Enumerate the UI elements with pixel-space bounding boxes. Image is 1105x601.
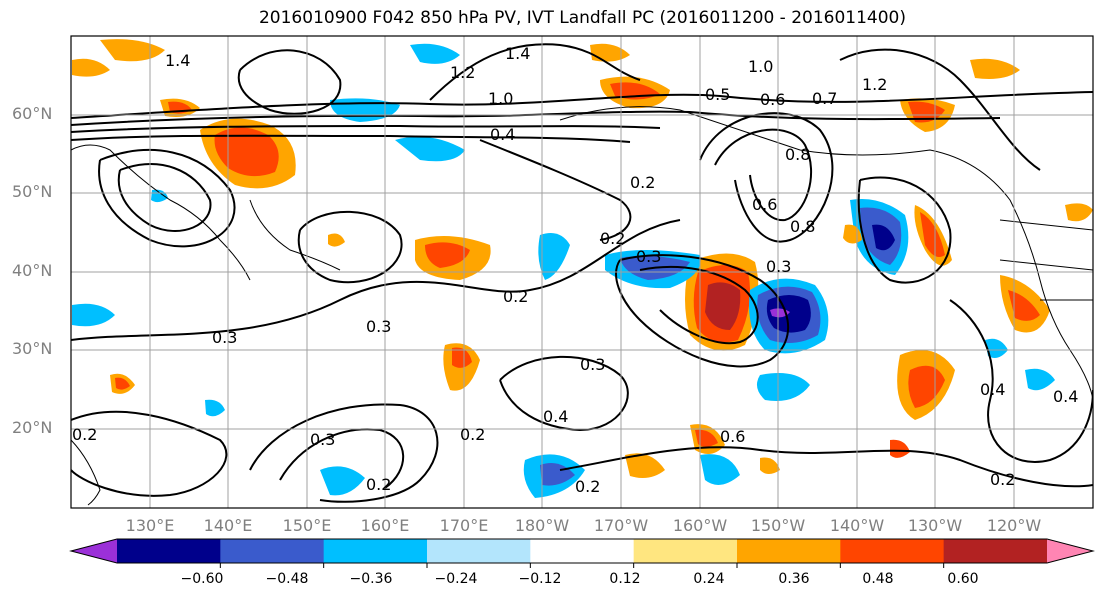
lon-label: 160°W — [672, 516, 728, 535]
lon-label: 170°E — [439, 516, 489, 535]
colorbar-segment — [220, 539, 325, 563]
lon-label: 160°E — [360, 516, 410, 535]
colorbar-tick-label: −0.60 — [180, 571, 224, 587]
graticule — [71, 36, 1093, 508]
colorbar-tick-label: 0.48 — [862, 571, 894, 587]
figure-title: 2016010900 F042 850 hPa PV, IVT Landfall… — [258, 8, 906, 28]
colorbar — [69, 538, 1095, 568]
contour-label: 0.3 — [766, 257, 791, 276]
map-area: 1.4 1.4 1.2 1.0 0.5 0.6 0.7 1.2 1.0 0.8 … — [71, 36, 1093, 508]
contour-label: 0.2 — [575, 477, 600, 496]
lat-label: 50°N — [12, 182, 53, 201]
contour-label: 0.2 — [460, 425, 485, 444]
contour-label: 1.0 — [488, 89, 513, 108]
contour-label: 1.2 — [450, 63, 475, 82]
colorbar-segment — [117, 539, 221, 563]
contour-label: 0.8 — [790, 217, 815, 236]
colorbar-tick-label: −0.12 — [518, 571, 562, 587]
contour-label: 0.3 — [580, 355, 605, 374]
contour-label: 0.2 — [72, 425, 97, 444]
lat-label: 30°N — [12, 339, 53, 358]
colorbar-segment — [840, 539, 945, 563]
colorbar-extend-max — [1047, 539, 1093, 563]
contour-label: 0.5 — [705, 85, 730, 104]
contour-label: 0.3 — [212, 328, 237, 347]
colorbar-tick-label: −0.24 — [434, 571, 478, 587]
lon-label: 130°E — [125, 516, 175, 535]
lon-label: 120°W — [986, 516, 1042, 535]
contour-label: 0.6 — [720, 427, 745, 446]
colorbar-tick-label: 0.24 — [693, 571, 725, 587]
contour-label: 0.3 — [310, 430, 335, 449]
colorbar-segment — [943, 539, 1048, 563]
colorbar-segment — [427, 539, 531, 563]
contour-label: 0.6 — [752, 195, 777, 214]
contour-label: 0.2 — [990, 470, 1015, 489]
contour-label: 1.2 — [862, 75, 887, 94]
contour-label: 0.6 — [760, 90, 785, 109]
lon-label: 130°W — [907, 516, 963, 535]
lon-label: 140°E — [203, 516, 253, 535]
contour-label: 1.4 — [505, 44, 530, 63]
colorbar-extend-min — [71, 539, 117, 563]
colorbar-tick-label: −0.48 — [265, 571, 309, 587]
contour-label: 0.3 — [366, 317, 391, 336]
lon-label: 170°W — [593, 516, 649, 535]
contour-labels: 1.4 1.4 1.2 1.0 0.5 0.6 0.7 1.2 1.0 0.8 … — [72, 44, 1078, 496]
contour-label: 0.2 — [630, 173, 655, 192]
contour-label: 1.4 — [165, 51, 190, 70]
colorbar-tick-label: 0.60 — [947, 571, 979, 587]
colorbar-tick-label: −0.36 — [349, 571, 393, 587]
colorbar-outline — [69, 538, 1095, 564]
contour-label: 0.4 — [490, 125, 515, 144]
lon-label: 150°E — [282, 516, 332, 535]
lat-label: 20°N — [12, 418, 53, 437]
contour-label: 0.4 — [980, 380, 1005, 399]
lon-label: 180°W — [514, 516, 570, 535]
colorbar-tick-label: 0.12 — [609, 571, 641, 587]
contour-label: 0.2 — [600, 229, 625, 248]
colorbar-segment — [530, 539, 635, 563]
contour-label: 0.2 — [503, 287, 528, 306]
lon-label: 140°W — [829, 516, 885, 535]
contour-label: 0.4 — [543, 407, 568, 426]
lat-label: 60°N — [12, 104, 53, 123]
contour-label: 1.0 — [748, 57, 773, 76]
pv-contours — [71, 43, 1093, 503]
colorbar-segment — [633, 539, 738, 563]
colorbar-segment — [323, 539, 428, 563]
lon-label: 150°W — [750, 516, 806, 535]
contour-label: 0.8 — [785, 145, 810, 164]
lat-label: 40°N — [12, 261, 53, 280]
map-frame — [70, 35, 1094, 509]
contour-label: 0.3 — [636, 247, 661, 266]
colorbar-tick-label: 0.36 — [778, 571, 810, 587]
contour-label: 0.7 — [812, 89, 837, 108]
contour-label: 0.2 — [366, 475, 391, 494]
colorbar-segment — [737, 539, 841, 563]
contour-label: 0.4 — [1053, 387, 1078, 406]
